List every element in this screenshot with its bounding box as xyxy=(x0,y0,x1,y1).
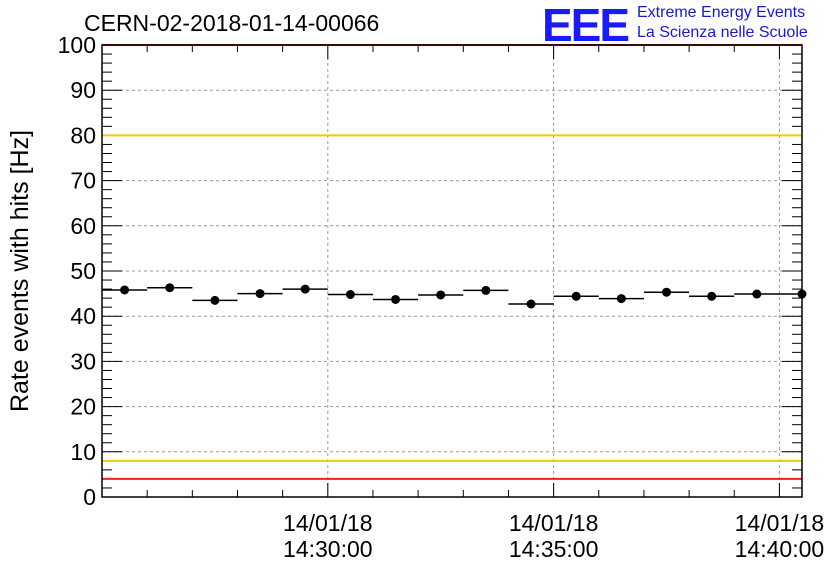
data-point xyxy=(165,283,175,293)
x-tick-label-time: 14:35:00 xyxy=(509,536,599,562)
data-point xyxy=(120,285,130,295)
data-point xyxy=(436,290,446,300)
x-tick-label-date: 14/01/18 xyxy=(283,510,373,536)
chart-title: CERN-02-2018-01-14-00066 xyxy=(84,10,380,36)
y-tick-label: 50 xyxy=(70,258,96,284)
data-point xyxy=(300,284,310,294)
y-tick-label: 10 xyxy=(70,439,96,465)
data-point xyxy=(616,294,626,304)
data-point xyxy=(481,285,491,295)
data-point xyxy=(662,287,672,297)
plot-frame xyxy=(101,44,803,498)
data-point xyxy=(210,295,220,305)
y-tick-label: 0 xyxy=(83,484,96,510)
y-tick-label: 20 xyxy=(70,394,96,420)
y-axis-label: Rate events with hits [Hz] xyxy=(6,130,34,412)
logo-subtitle-2: La Scienza nelle Scuole xyxy=(637,24,808,41)
data-point xyxy=(526,299,536,309)
data-point xyxy=(345,290,355,300)
y-tick-label: 70 xyxy=(70,168,96,194)
x-tick-label-time: 14:30:00 xyxy=(283,536,373,562)
eee-logo: EEE xyxy=(542,0,630,51)
x-tick-label-date: 14/01/18 xyxy=(735,510,825,536)
y-tick-label: 60 xyxy=(70,213,96,239)
y-tick-label: 80 xyxy=(70,122,96,148)
data-point xyxy=(797,289,807,299)
y-tick-label: 90 xyxy=(70,77,96,103)
y-tick-label: 30 xyxy=(70,348,96,374)
data-point xyxy=(391,294,401,304)
data-point xyxy=(752,289,762,299)
x-tick-label-time: 14:40:00 xyxy=(735,536,825,562)
data-point xyxy=(571,291,581,301)
data-point xyxy=(255,289,265,299)
data-point xyxy=(707,291,717,301)
logo-subtitle-1: Extreme Energy Events xyxy=(637,4,806,21)
y-tick-label: 100 xyxy=(58,32,96,58)
y-tick-label: 40 xyxy=(70,303,96,329)
x-tick-label-date: 14/01/18 xyxy=(509,510,599,536)
